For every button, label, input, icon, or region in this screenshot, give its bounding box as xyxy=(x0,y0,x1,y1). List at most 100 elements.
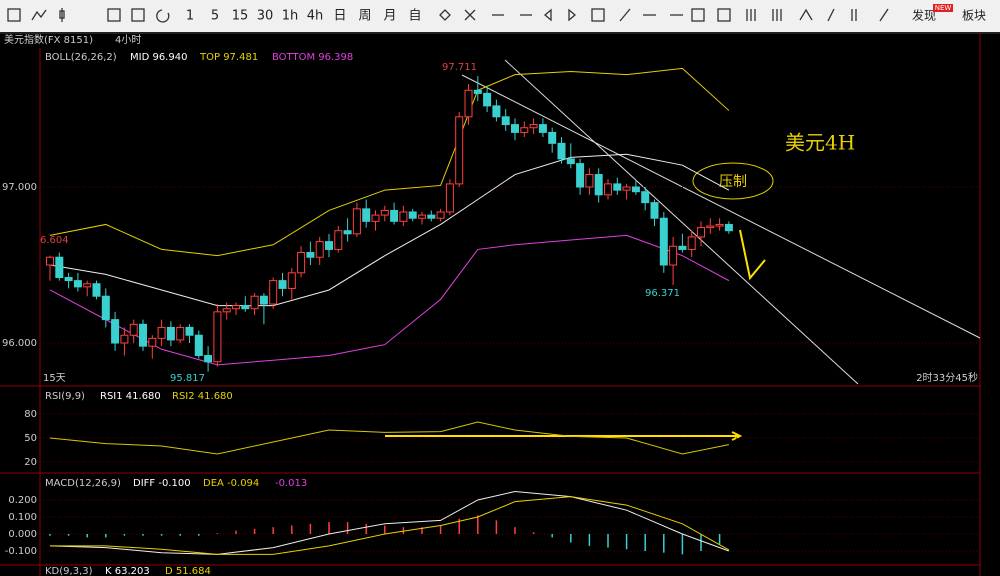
candle-body xyxy=(371,214,380,222)
candle-body xyxy=(631,186,640,193)
y-tick-label: 50 xyxy=(24,433,37,444)
candle-body xyxy=(241,305,250,310)
macd-diff: DIFF -0.100 xyxy=(133,478,191,489)
y-tick-label: 0.200 xyxy=(8,495,37,506)
candle-body xyxy=(706,225,715,229)
candle-body xyxy=(650,202,659,219)
candle-body xyxy=(287,272,296,289)
candle-body xyxy=(306,252,315,258)
candle-body xyxy=(55,256,64,279)
candle-body xyxy=(213,311,222,363)
candle-body xyxy=(120,334,129,344)
boll-mid-line xyxy=(49,153,730,307)
candle-body xyxy=(436,211,445,219)
candle-body xyxy=(445,183,454,213)
boll-bottom: BOTTOM 96.398 xyxy=(272,52,353,63)
candle-body xyxy=(334,230,343,250)
candle-body xyxy=(64,277,73,282)
trendlines xyxy=(461,59,981,385)
candle-body xyxy=(278,280,287,289)
toolbar-button[interactable]: 1 xyxy=(186,9,194,24)
toolbar-link[interactable]: 发现 xyxy=(912,8,936,23)
toolbar-button[interactable]: 自 xyxy=(408,9,421,24)
y-tick-label: 97.000 xyxy=(2,182,37,193)
panel-dividers xyxy=(0,385,980,566)
candle-body xyxy=(101,295,110,321)
boll-top-line xyxy=(49,67,730,257)
candle-body xyxy=(399,211,408,222)
candle-body xyxy=(548,131,557,144)
toolbar-link[interactable]: 板块 xyxy=(962,9,986,23)
candle-body xyxy=(604,183,612,196)
candle-body xyxy=(259,295,268,305)
candle-body xyxy=(390,209,399,222)
candle-body xyxy=(715,223,724,227)
candle-body xyxy=(697,227,705,238)
macd-dea: DEA -0.094 xyxy=(203,478,259,489)
y-tick-label: 20 xyxy=(24,457,37,468)
y-tick-label: 80 xyxy=(24,409,37,420)
rsi1: RSI1 41.680 xyxy=(100,391,161,402)
candle-body xyxy=(538,124,547,133)
candle-body xyxy=(566,158,575,165)
toolbar-button[interactable]: 日 xyxy=(333,9,346,24)
toolbar-button[interactable]: 月 xyxy=(383,9,396,24)
y-tick-label: -0.100 xyxy=(5,546,37,557)
toolbar-button[interactable]: 周 xyxy=(358,9,371,24)
candle-body xyxy=(520,127,529,133)
boll-top: TOP 97.481 xyxy=(199,52,258,63)
span: 15天 xyxy=(43,373,66,384)
candle-body xyxy=(148,337,157,347)
toolbar-button[interactable]: 15 xyxy=(232,9,249,24)
candle-body xyxy=(594,174,603,196)
macd-value: -0.013 xyxy=(275,478,307,489)
candle-body xyxy=(157,326,166,339)
candle-body xyxy=(613,183,622,191)
candle-body xyxy=(408,211,417,219)
candle-body xyxy=(641,191,650,204)
candle-body xyxy=(427,214,436,219)
kd-d: D 51.684 xyxy=(165,566,211,576)
candle-body xyxy=(380,209,389,216)
left-price: 6.604 xyxy=(40,235,69,246)
toolbar xyxy=(0,0,1000,32)
y-tick-label: 96.000 xyxy=(2,338,37,349)
candle-body xyxy=(92,283,101,297)
period: 4小时 xyxy=(115,34,141,46)
instrument: 美元指数(FX 8151) xyxy=(4,33,93,46)
macd-label: MACD(12,26,9) xyxy=(45,478,121,489)
high-label: 97.711 xyxy=(442,62,477,73)
candle-body xyxy=(83,283,92,288)
candle-body xyxy=(473,89,482,94)
candle-body xyxy=(129,323,138,336)
toolbar-button[interactable]: 4h xyxy=(307,9,324,24)
low2-label: 95.817 xyxy=(170,373,205,384)
kd-k: K 63.203 xyxy=(105,566,150,576)
kd-label: KD(9,3,3) xyxy=(45,566,93,576)
candle-body xyxy=(464,89,473,118)
toolbar-button[interactable]: 5 xyxy=(211,9,219,24)
candle-body xyxy=(343,230,352,235)
candle-body xyxy=(622,186,631,191)
toolbar-icons xyxy=(7,8,889,23)
candle-body xyxy=(511,124,519,133)
candle-body xyxy=(492,105,501,118)
candle-body xyxy=(585,174,594,188)
chart-note: 美元4H xyxy=(785,131,855,155)
candle-body xyxy=(46,256,54,266)
candle-body xyxy=(659,217,668,266)
rsi-label: RSI(9,9) xyxy=(45,391,85,402)
rsi2: RSI2 41.680 xyxy=(172,391,233,402)
candle-body xyxy=(418,214,426,219)
pressure-ellipse xyxy=(692,162,774,200)
toolbar-button[interactable]: 30 xyxy=(257,9,274,24)
boll-mid: MID 96.940 xyxy=(130,52,187,63)
candle-body xyxy=(501,116,510,126)
candle-body xyxy=(669,245,678,266)
arrows xyxy=(385,229,766,441)
toolbar-button[interactable]: 1h xyxy=(282,9,299,24)
pressure-label: 压制 xyxy=(719,174,747,190)
candle-body xyxy=(352,208,361,235)
candle-body xyxy=(166,326,175,341)
